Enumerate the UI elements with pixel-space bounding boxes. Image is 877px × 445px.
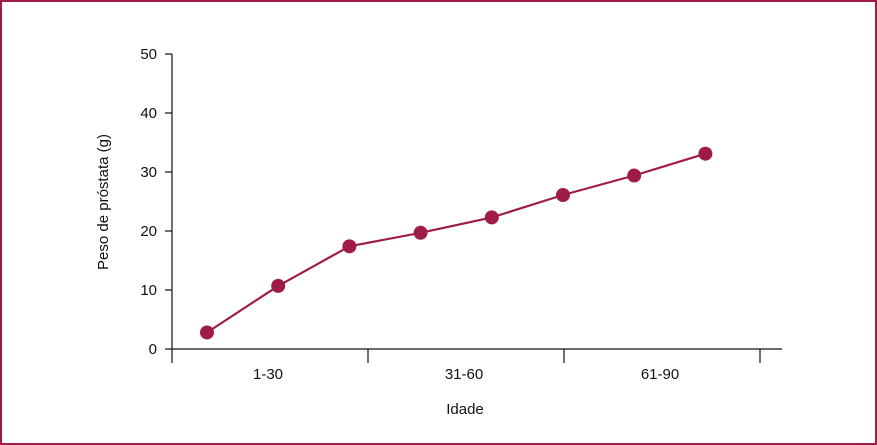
x-axis-title: Idade <box>446 401 484 418</box>
y-tick-label: 50 <box>140 46 157 63</box>
data-point <box>698 146 713 161</box>
chart-axes <box>171 54 782 350</box>
chart-series <box>200 146 713 340</box>
data-point <box>556 188 570 203</box>
data-point <box>627 168 642 183</box>
y-tick-label: 20 <box>140 223 157 240</box>
x-tick-label: 31-60 <box>445 366 483 383</box>
chart-ticks: 0 10 20 30 40 50 1-30 31-60 61-90 <box>140 46 761 383</box>
data-point <box>200 325 214 340</box>
y-tick-label: 0 <box>149 341 157 358</box>
data-point <box>271 278 286 293</box>
series-line <box>206 152 706 334</box>
data-point <box>413 225 428 240</box>
data-point <box>484 210 499 225</box>
x-tick-label: 61-90 <box>641 366 679 383</box>
x-tick-label: 1-30 <box>253 366 283 383</box>
data-point <box>342 239 357 254</box>
y-tick-label: 10 <box>140 282 157 299</box>
y-tick-label: 40 <box>140 105 157 122</box>
y-axis-title: Peso de próstata (g) <box>95 134 112 270</box>
y-tick-label: 30 <box>140 164 157 181</box>
